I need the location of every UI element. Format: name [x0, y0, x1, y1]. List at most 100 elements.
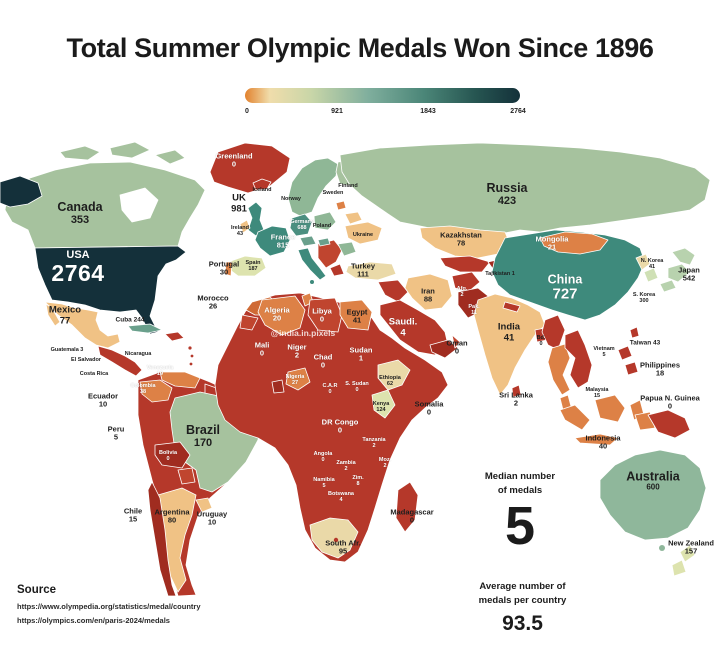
country-label: El Salvador [71, 356, 101, 363]
country-label: Kazakhstan 78 [440, 230, 482, 248]
legend-tick-mid2: 1843 [420, 108, 436, 115]
country-label: N. Korea 41 [640, 257, 664, 270]
country-label: Mexico 77 [48, 304, 82, 326]
country-label: Zambia 2 [336, 459, 356, 472]
country-label: Egypt 41 [346, 307, 368, 325]
country-label: Papua N. Guinea 0 [640, 393, 700, 411]
country-label: Norway [281, 195, 301, 202]
country-label: Mongolia 21 [535, 234, 569, 252]
country-label: Afg. 2 [456, 285, 468, 298]
legend-tick-max: 2764 [510, 108, 526, 115]
country-label: Peru 5 [107, 424, 125, 442]
country-label: Angola 0 [313, 450, 333, 463]
country-label: Greenland 0 [215, 151, 253, 169]
legend-tick-mid1: 921 [331, 108, 343, 115]
country-label: C.A.R 0 [322, 382, 338, 395]
country-label: Ecuador 10 [87, 391, 119, 409]
country-label: Poland [312, 222, 332, 229]
country-label: Philippines 18 [639, 360, 681, 378]
country-label: Algeria 20 [264, 305, 290, 323]
country-label: Taiwan 43 [629, 339, 661, 347]
page-title: Total Summer Olympic Medals Won Since 18… [66, 33, 654, 63]
country-label: Germany 688 [290, 218, 314, 231]
country-label: Morocco 26 [197, 293, 229, 311]
country-label: Iran 88 [421, 286, 435, 304]
country-label: Niger 2 [287, 342, 307, 360]
country-label: Finland [338, 182, 358, 189]
country-label: Guatemala 3 [50, 346, 84, 353]
country-label: S. Sudan 0 [345, 380, 369, 393]
country-label: Cuba 244 [115, 316, 145, 324]
country-label: Namibia 5 [313, 476, 335, 489]
country-label: Oman 0 [446, 338, 468, 356]
country-label: Sri Lanka 2 [499, 390, 533, 408]
source-heading: Source [17, 584, 56, 596]
country-label: India 41 [497, 321, 521, 343]
country-label: Nigeria 27 [285, 373, 305, 386]
country-label: Vietnam 5 [593, 345, 615, 358]
average-value: 93.5 [502, 611, 543, 635]
country-label: Uruguay 10 [196, 509, 228, 527]
country-label: Pak. 11 [468, 303, 480, 316]
country-label: New Zealand 157 [668, 538, 714, 556]
country-label: South Afr. 95 [325, 538, 361, 556]
country-label: Costa Rica [79, 370, 109, 377]
country-label: Mali 0 [254, 340, 270, 358]
country-label: Colombia 38 [130, 382, 156, 395]
country-label: Brazil 170 [185, 422, 221, 449]
country-label: Nicaragua [124, 350, 152, 357]
country-label: Kenya 124 [372, 400, 390, 413]
country-label: Ethiopia 62 [379, 374, 401, 387]
region-north-america [0, 141, 291, 377]
country-label: USA 2764 [51, 248, 105, 287]
region-oceania [559, 394, 707, 577]
country-label: Bolivia 0 [158, 449, 178, 462]
region-asia [339, 142, 711, 415]
country-label: UK 981 [231, 192, 247, 214]
country-label: DR Congo 0 [321, 417, 359, 435]
country-label: Canada 353 [57, 199, 103, 226]
country-label: Ukraine [352, 231, 374, 238]
country-label: Malaysia 15 [585, 386, 609, 399]
country-label: Chile 15 [123, 506, 143, 524]
country-label: Saudi. 4 [388, 316, 418, 338]
country-label: Venezuela 19 [146, 364, 174, 377]
legend-tick-min: 0 [245, 108, 249, 115]
country-label: China 727 [547, 272, 583, 303]
country-label: Bd. 0 [536, 334, 546, 347]
country-label: Somalia 0 [414, 399, 444, 417]
country-label: Tajikistan 1 [485, 270, 515, 277]
source-link-1: https://www.olympedia.org/statistics/med… [17, 602, 201, 611]
median-value: 5 [504, 495, 536, 556]
country-label: Sudan 1 [349, 345, 373, 363]
country-label: Australia 600 [626, 469, 680, 492]
country-label: Moz. 2 [378, 456, 392, 469]
average-stat: Average number of medals per country 93.… [455, 580, 590, 636]
country-label: Portugal 30 [208, 259, 240, 277]
country-label: Russia 423 [486, 180, 528, 207]
source-link-2: https://olympics.com/en/paris-2024/medal… [17, 616, 170, 626]
country-label: Libya 0 [312, 306, 332, 324]
country-label: Botswana 4 [328, 490, 354, 503]
country-label: Chad 0 [313, 352, 333, 370]
country-label: France 815 [270, 232, 296, 250]
region-africa [214, 292, 449, 563]
country-label: Tanzania 2 [362, 436, 386, 449]
country-label: Sweden [322, 189, 344, 196]
country-label: Indonesia 40 [585, 433, 621, 451]
median-stat: Median number of medals 5 [455, 470, 585, 554]
country-label: Japan 542 [678, 265, 700, 283]
watermark: @india.in.pixels [270, 328, 336, 338]
country-label: Spain 187 [245, 259, 261, 272]
country-label: Zim. 8 [352, 474, 364, 487]
median-label-line1: Median number [484, 471, 556, 482]
country-label: Argentina 80 [154, 507, 190, 525]
country-label: Turkey 111 [350, 261, 376, 279]
country-label: Madagascar 0 [390, 507, 434, 525]
average-label-line1: Average number of [479, 581, 566, 592]
source-block: Source https://www.olympedia.org/statist… [17, 584, 201, 629]
country-label: S. Korea 300 [632, 291, 656, 304]
region-south-america [137, 371, 263, 597]
